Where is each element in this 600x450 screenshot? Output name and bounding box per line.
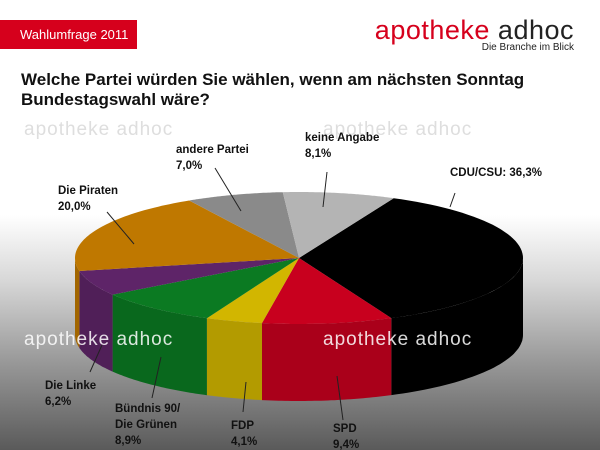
label-gruene: Bündnis 90/Die Grünen 8,9% <box>115 403 181 447</box>
label-piraten: Die Piraten 20,0% <box>58 185 119 213</box>
survey-badge: Wahlumfrage 2011 <box>0 20 137 49</box>
label-andere: andere Partei 7,0% <box>176 144 249 172</box>
pie-slice-die-piraten <box>75 200 299 271</box>
pie-slice-die-linke <box>79 258 300 295</box>
brand-name-part2: adhoc <box>497 15 574 45</box>
brand-name-part1: apotheke <box>374 15 490 45</box>
leader-line <box>242 381 247 413</box>
pie-side-spd <box>262 318 392 401</box>
leader-line <box>89 344 103 373</box>
chart-title: Welche Partei würden Sie wählen, wenn am… <box>21 70 525 109</box>
label-linke: Die Linke 6,2% <box>45 380 97 408</box>
pie-slice-keine-angabe <box>282 192 394 258</box>
label-spd: SPD 9,4% <box>333 423 360 450</box>
leader-line <box>336 375 344 421</box>
label-cdu: CDU/CSU: 36,3% <box>450 167 543 179</box>
pie-slice-andere-partei <box>189 192 299 258</box>
pie-slice-b-ndnis-90-die-gr-nen <box>112 258 299 319</box>
watermark: apotheke adhoc <box>323 119 473 140</box>
pie-side-fdp <box>206 318 262 401</box>
watermark: apotheke adhoc <box>323 329 473 350</box>
pie-side-b-ndnis-90-die-gr-nen <box>112 294 207 396</box>
pie-side-cdu-csu <box>391 258 523 396</box>
pie-slice-cdu-csu <box>299 198 523 319</box>
pie-slice-fdp <box>206 258 299 324</box>
brand-tagline: Die Branche im Blick <box>481 42 574 53</box>
leader-line <box>214 167 242 212</box>
watermark: apotheke adhoc <box>24 329 174 350</box>
brand-logo: apotheke adhoc Die Branche im Blick <box>375 16 574 53</box>
leader-line <box>151 356 162 399</box>
label-keine-angabe: keine Angabe 8,1% <box>305 132 380 160</box>
leader-line <box>106 211 135 245</box>
pie-side-die-linke <box>79 271 113 372</box>
watermark: apotheke adhoc <box>24 119 174 140</box>
pie-side-die-piraten <box>75 258 80 348</box>
leader-line <box>322 171 328 208</box>
label-fdp: FDP 4,1% <box>231 420 258 448</box>
pie-slice-spd <box>262 258 392 324</box>
leader-line <box>449 192 456 208</box>
